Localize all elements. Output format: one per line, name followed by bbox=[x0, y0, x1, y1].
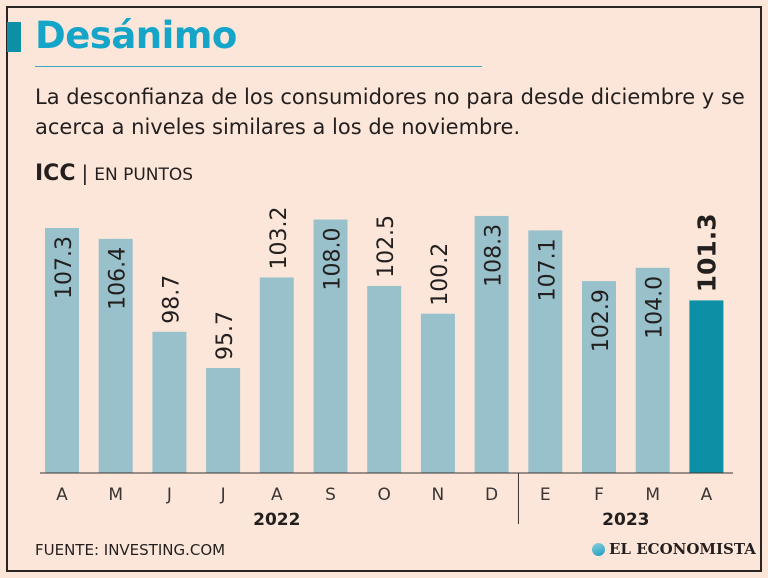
data-label: 101.3 bbox=[692, 213, 721, 292]
x-tick-label: M bbox=[645, 485, 660, 505]
data-label: 107.1 bbox=[535, 238, 560, 301]
chart-frame bbox=[6, 6, 762, 572]
x-tick-label: E bbox=[540, 485, 551, 505]
data-label: 103.2 bbox=[267, 206, 292, 269]
source-note: FUENTE: INVESTING.COM bbox=[35, 541, 226, 559]
data-label: 102.5 bbox=[374, 215, 399, 278]
x-tick-label: A bbox=[271, 485, 283, 505]
year-label: 2022 bbox=[253, 510, 300, 530]
logo: EL ECONOMISTA bbox=[592, 540, 756, 558]
unit-label: ICC | EN PUNTOS bbox=[35, 161, 193, 186]
x-tick-label: D bbox=[485, 485, 498, 505]
data-label: 104.0 bbox=[643, 276, 668, 339]
chart-subtitle: La desconfianza de los consumidores no p… bbox=[35, 85, 745, 139]
bar bbox=[45, 228, 79, 473]
x-tick-label: O bbox=[378, 485, 391, 505]
x-tick-label: S bbox=[325, 485, 336, 505]
data-label: 95.7 bbox=[213, 311, 238, 360]
data-label: 98.7 bbox=[159, 275, 184, 324]
bar bbox=[206, 368, 241, 473]
bar bbox=[474, 215, 509, 473]
bar bbox=[420, 313, 455, 473]
unit-bold: ICC bbox=[35, 161, 76, 186]
x-tick-label: A bbox=[701, 485, 713, 505]
data-label: 106.4 bbox=[106, 247, 131, 310]
bar bbox=[635, 267, 670, 473]
data-label: 102.9 bbox=[589, 289, 614, 352]
x-tick-label: M bbox=[108, 485, 123, 505]
data-label: 108.0 bbox=[321, 228, 346, 291]
x-tick-label: J bbox=[220, 485, 226, 505]
data-label: 108.3 bbox=[482, 224, 507, 287]
x-tick-label: F bbox=[594, 485, 604, 505]
title-accent-bar bbox=[7, 22, 21, 52]
bar bbox=[528, 230, 563, 473]
x-tick-label: J bbox=[166, 485, 172, 505]
unit-text: EN PUNTOS bbox=[94, 165, 194, 185]
bar bbox=[152, 331, 187, 473]
bar bbox=[582, 281, 616, 473]
bar bbox=[259, 277, 294, 473]
unit-separator: | bbox=[81, 161, 89, 185]
bar bbox=[98, 238, 133, 473]
data-label: 107.3 bbox=[52, 236, 77, 299]
bar bbox=[313, 219, 348, 473]
bar bbox=[367, 285, 402, 473]
data-label: 100.2 bbox=[428, 243, 453, 306]
x-tick-label: N bbox=[432, 485, 445, 505]
chart-title: Desánimo bbox=[35, 14, 237, 57]
title-divider bbox=[35, 66, 482, 67]
bar bbox=[689, 300, 724, 473]
x-tick-label: A bbox=[56, 485, 68, 505]
year-label: 2023 bbox=[602, 510, 649, 530]
logo-icon bbox=[592, 542, 605, 556]
logo-text: EL ECONOMISTA bbox=[609, 540, 756, 558]
